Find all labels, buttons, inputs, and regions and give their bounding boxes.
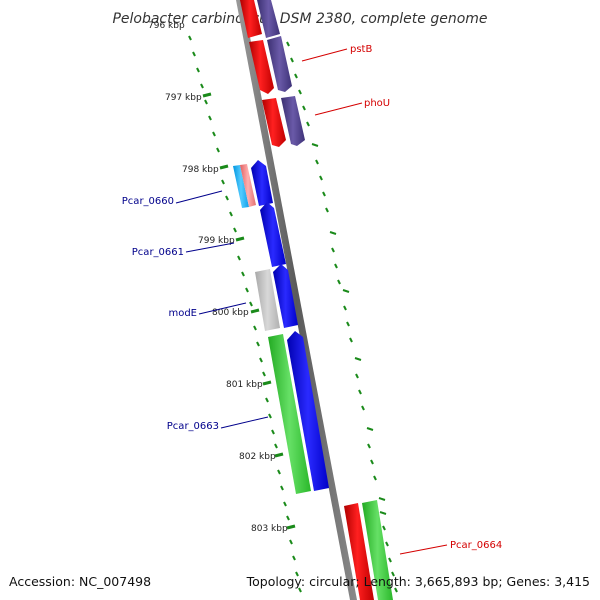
gene-label-pcar-0661: Pcar_0661 — [132, 247, 184, 258]
gene-block — [267, 36, 292, 92]
gene-block — [233, 165, 249, 208]
major-ticks — [202, 92, 296, 530]
gene-block — [249, 40, 274, 94]
tick-label: 798 kbp — [182, 165, 219, 175]
tick-label: 801 kbp — [226, 380, 263, 390]
outer-tick-ring — [286, 41, 398, 593]
gene-block — [257, 0, 280, 38]
gene-label-pcar-0664: Pcar_0664 — [450, 540, 502, 551]
gene-block — [273, 264, 298, 328]
gene-block — [251, 160, 273, 206]
gene-block — [362, 500, 393, 600]
gene-label-pcar-0663: Pcar_0663 — [167, 421, 219, 432]
gene-label-pcar-0660: Pcar_0660 — [122, 196, 174, 207]
genome-backbone — [236, 0, 357, 600]
reverse-strand-features — [233, 160, 329, 494]
gene-block — [281, 96, 305, 146]
tick-label: 800 kbp — [212, 308, 249, 318]
forward-strand-features — [240, 0, 305, 147]
gene-label-pstB: pstB — [350, 44, 372, 55]
tick-label: 803 kbp — [251, 524, 288, 534]
forward-strand-features-lower — [344, 500, 393, 600]
accession-text: Accession: NC_007498 — [9, 574, 151, 589]
inner-tick-ring — [188, 35, 302, 593]
tick-labels: 796 kbp 797 kbp 798 kbp 799 kbp 800 kbp … — [148, 21, 288, 534]
gene-block — [344, 503, 374, 600]
tick-label: 799 kbp — [198, 236, 235, 246]
tick-label: 802 kbp — [239, 452, 276, 462]
gene-block — [287, 331, 329, 491]
gene-block — [262, 98, 286, 147]
gene-block — [260, 202, 286, 267]
gene-label-phoU: phoU — [364, 98, 390, 109]
gene-labels: pstB phoU Pcar_0660 Pcar_0661 modE Pcar_… — [122, 44, 502, 551]
map-title: Pelobacter carbinolicus DSM 2380, comple… — [112, 11, 487, 27]
genome-summary-text: Topology: circular; Length: 3,665,893 bp… — [246, 574, 590, 589]
tick-label: 797 kbp — [165, 93, 202, 103]
label-leaders — [175, 48, 448, 555]
gene-block — [255, 269, 280, 331]
gene-block — [240, 164, 256, 207]
gene-label-mode: modE — [168, 308, 197, 319]
gene-block — [268, 334, 311, 494]
gene-block — [240, 0, 262, 38]
tick-label: 796 kbp — [148, 21, 185, 31]
